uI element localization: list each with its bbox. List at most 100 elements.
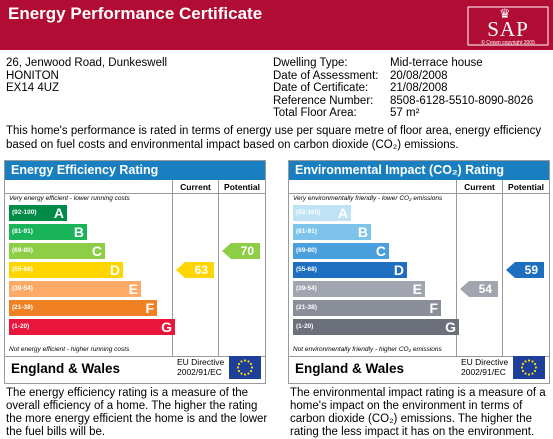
band-range: (55-68) [12, 266, 33, 273]
header-rule [289, 193, 549, 194]
panel-title: Environmental Impact (CO₂) Rating [289, 161, 549, 180]
potential-rating-arrow-value: 70 [240, 244, 254, 258]
eu-star [243, 373, 247, 376]
eu-stars [520, 359, 538, 376]
eu-star [533, 362, 537, 366]
region-label: England & Wales [11, 361, 121, 376]
eu-directive-label: EU Directive 2002/91/EC [461, 357, 509, 377]
eu-star [531, 360, 534, 363]
band-letter: C [91, 243, 102, 259]
band-letter: G [445, 319, 456, 335]
detail-value: 57 m² [390, 107, 420, 119]
header-banner: Energy Performance Certificate ♛ SAP © C… [0, 0, 553, 50]
rating-band-g: (1-20) G [293, 319, 459, 335]
footer-rule [5, 356, 265, 357]
rating-band-b: (81-91) B [293, 224, 371, 240]
column-header-current: Current [180, 182, 211, 192]
rating-band-a: (92-100) A [9, 205, 67, 221]
rating-band-f: (21-38) F [9, 300, 157, 316]
band-range: (39-54) [296, 285, 317, 292]
band-range: (21-38) [296, 304, 317, 311]
current-rating-arrow-shape [176, 262, 214, 278]
details-values: Mid-terrace house 20/08/2008 21/08/2008 … [390, 57, 533, 120]
potential-rating-arrow-shape [222, 243, 260, 259]
column-divider [218, 180, 219, 356]
band-range: (69-80) [296, 247, 317, 254]
eu-star [249, 362, 253, 366]
potential-rating-arrow-fill [222, 243, 260, 259]
eu-directive-label: EU Directive 2002/91/EC [177, 357, 225, 377]
band-range: (1-20) [296, 323, 314, 330]
details-labels: Dwelling Type: Date of Assessment: Date … [273, 57, 378, 120]
rating-band-f: (21-38) F [293, 300, 441, 316]
detail-label: Date of Assessment: [273, 69, 379, 82]
eu-star [524, 360, 527, 363]
address-line: HONITON [6, 69, 59, 82]
intro-text: This home's performance is rated in term… [6, 125, 542, 151]
band-range: (21-38) [12, 304, 33, 311]
detail-value: 8508-6128-5510-8090-8026 [390, 94, 534, 107]
band-range: (92-100) [12, 209, 37, 216]
rating-band-c: (69-80) C [9, 243, 105, 259]
eu-star [250, 366, 254, 369]
eu-star [247, 360, 250, 363]
potential-rating-arrow-fill [506, 262, 544, 278]
eu-star [240, 360, 243, 363]
property-address: 26, Jenwood Road, Dunkeswell HONITON EX1… [6, 57, 167, 95]
band-range: (81-91) [12, 228, 33, 235]
eu-star [243, 359, 247, 362]
eu-flag-icon [513, 356, 545, 379]
region-label: England & Wales [295, 361, 405, 376]
detail-label: Dwelling Type: [273, 57, 348, 69]
environmental-impact-panel: Environmental Impact (CO₂) Rating Current… [288, 160, 550, 384]
current-rating-arrow: 54 [460, 281, 498, 297]
current-rating-arrow-fill [460, 281, 498, 297]
address-line: EX14 4UZ [6, 82, 60, 94]
current-rating-arrow-value: 54 [478, 282, 492, 296]
band-letter: E [412, 281, 422, 297]
potential-rating-arrow: 59 [506, 262, 544, 278]
band-letter: B [357, 224, 368, 240]
sap-logo-frame [467, 6, 549, 46]
band-letter: F [429, 300, 438, 316]
detail-value: 21/08/2008 [390, 82, 448, 94]
detail-label: Date of Certificate: [273, 82, 369, 94]
current-rating-arrow-shape [460, 281, 498, 297]
eu-star [521, 362, 525, 366]
eu-star [237, 362, 241, 366]
band-range: (81-91) [296, 228, 317, 235]
rating-band-g: (1-20) G [9, 319, 175, 335]
bottom-note: Not energy efficient - higher running co… [9, 346, 130, 353]
efficiency-footer-text: The energy efficiency rating is a measur… [6, 387, 268, 438]
potential-rating-arrow-value: 59 [524, 263, 538, 277]
eu-star [527, 359, 531, 362]
address-line: 26, Jenwood Road, Dunkeswell [6, 57, 168, 69]
environment-footer-text: The environmental impact rating is a mea… [290, 387, 546, 438]
current-rating-arrow-fill [176, 262, 214, 278]
eu-star [520, 366, 524, 369]
column-divider [502, 180, 503, 356]
energy-efficiency-panel: Energy Efficiency Rating Current Potential… [4, 160, 266, 384]
band-letter: A [337, 205, 348, 221]
band-range: (39-54) [12, 285, 33, 292]
column-divider [456, 180, 457, 356]
column-header-potential: Potential [508, 182, 544, 192]
eu-star [249, 369, 253, 373]
eu-star [237, 369, 241, 373]
current-rating-arrow-value: 63 [194, 263, 208, 277]
column-header-potential: Potential [224, 182, 260, 192]
rating-band-e: (39-54) E [293, 281, 425, 297]
header-rule [5, 193, 265, 194]
rating-band-a: (92-100) A [293, 205, 351, 221]
panel-title: Energy Efficiency Rating [5, 161, 265, 180]
band-letter: D [109, 262, 120, 278]
eu-star [247, 372, 250, 375]
eu-star [240, 372, 243, 375]
eu-stars [236, 359, 254, 376]
band-range: (92-100) [296, 209, 321, 216]
rating-band-d: (55-68) D [293, 262, 407, 278]
detail-value: 20/08/2008 [390, 69, 448, 82]
bottom-note: Not environmentally friendly - higher CO… [293, 346, 442, 353]
band-letter: F [145, 300, 154, 316]
band-letter: E [128, 281, 138, 297]
